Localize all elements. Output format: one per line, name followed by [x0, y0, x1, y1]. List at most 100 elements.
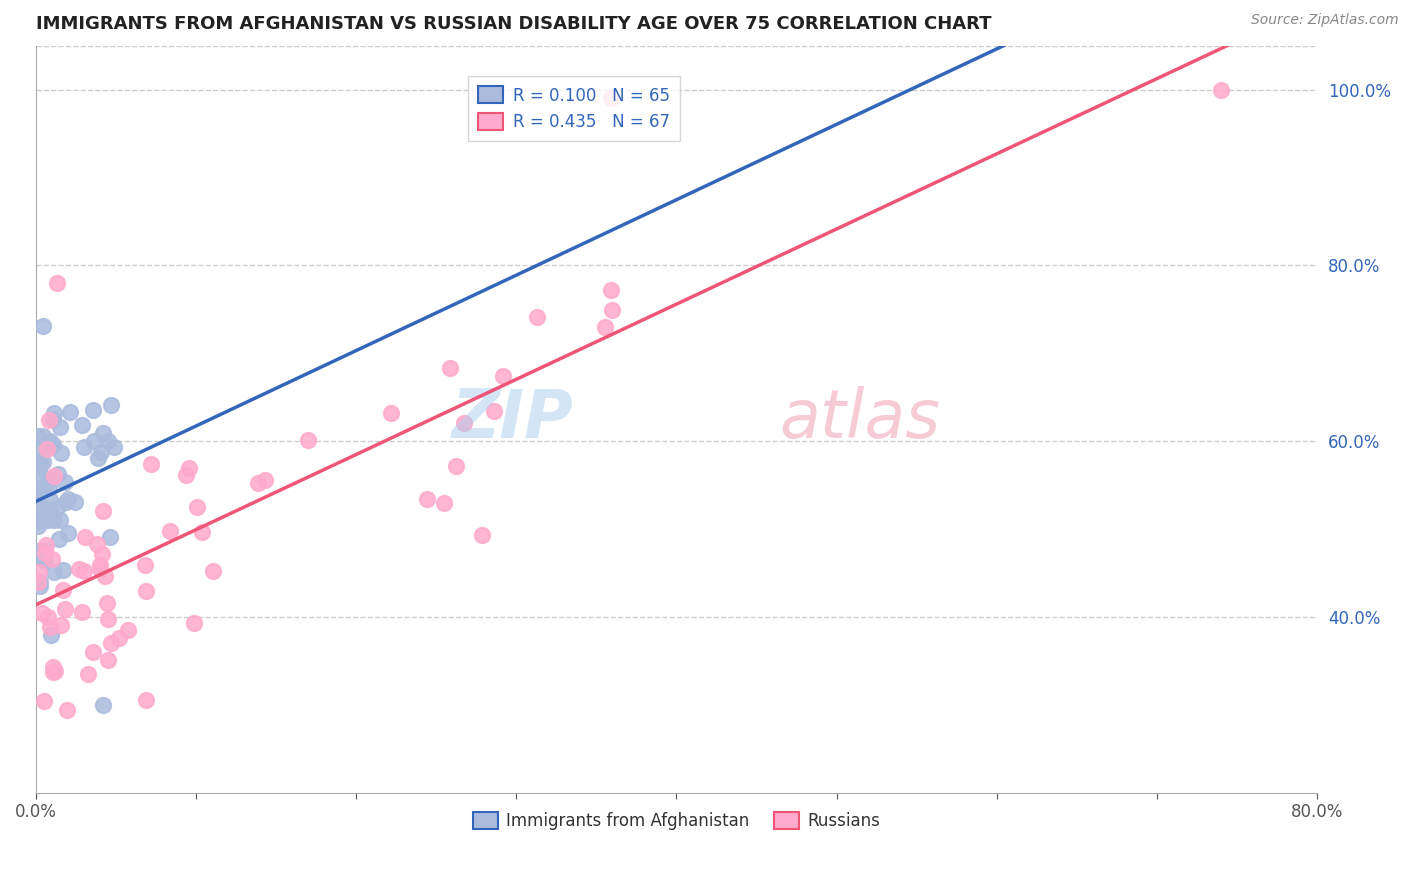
Point	[48, 420, 70, 434]
Point	[55, 475, 77, 490]
Point	[28, 456, 51, 470]
Point	[52, 563, 75, 577]
Point	[39, 628, 62, 642]
Point	[70, 418, 93, 433]
Point	[82, 402, 104, 417]
Point	[34, 545, 56, 559]
Point	[89, 562, 111, 576]
Text: ZIP: ZIP	[453, 386, 574, 452]
Point	[380, 406, 402, 420]
Point	[30, 500, 52, 514]
Point	[59, 404, 82, 418]
Point	[35, 538, 58, 552]
Point	[39, 492, 62, 507]
Point	[52, 583, 75, 598]
Point	[70, 606, 93, 620]
Point	[439, 361, 461, 376]
Point	[73, 564, 96, 578]
Point	[42, 665, 65, 679]
Point	[30, 574, 52, 589]
Point	[91, 504, 114, 518]
Point	[82, 645, 104, 659]
Point	[35, 441, 58, 455]
Point	[44, 664, 66, 678]
Point	[247, 476, 270, 491]
Point	[174, 467, 197, 482]
Point	[526, 310, 548, 324]
Point	[470, 527, 492, 541]
Point	[28, 482, 51, 496]
Point	[32, 429, 55, 443]
Point	[87, 451, 110, 466]
Point	[27, 519, 49, 533]
Point	[83, 434, 105, 448]
Point	[38, 434, 60, 449]
Point	[38, 413, 60, 427]
Point	[593, 319, 616, 334]
Point	[484, 404, 506, 418]
Point	[253, 473, 276, 487]
Point	[32, 470, 55, 484]
Point	[27, 575, 49, 590]
Point	[135, 583, 157, 598]
Point	[38, 481, 60, 495]
Point	[56, 703, 79, 717]
Point	[37, 609, 59, 624]
Text: IMMIGRANTS FROM AFGHANISTAN VS RUSSIAN DISABILITY AGE OVER 75 CORRELATION CHART: IMMIGRANTS FROM AFGHANISTAN VS RUSSIAN D…	[37, 15, 991, 33]
Point	[186, 500, 208, 514]
Point	[100, 398, 122, 412]
Point	[35, 475, 58, 490]
Point	[45, 276, 67, 290]
Point	[73, 440, 96, 454]
Text: Source: ZipAtlas.com: Source: ZipAtlas.com	[1251, 13, 1399, 28]
Point	[56, 525, 79, 540]
Point	[34, 543, 56, 558]
Text: atlas: atlas	[779, 386, 941, 452]
Point	[27, 565, 49, 579]
Point	[32, 694, 55, 708]
Point	[75, 530, 97, 544]
Legend: Immigrants from Afghanistan, Russians: Immigrants from Afghanistan, Russians	[465, 805, 887, 837]
Point	[141, 457, 163, 471]
Point	[96, 596, 118, 610]
Point	[42, 411, 65, 425]
Point	[45, 500, 67, 515]
Point	[55, 495, 77, 509]
Point	[53, 602, 76, 616]
Point	[42, 660, 65, 674]
Point	[103, 440, 125, 454]
Point	[416, 492, 439, 507]
Point	[97, 434, 120, 449]
Point	[297, 433, 319, 447]
Point	[63, 495, 86, 509]
Point	[42, 468, 65, 483]
Point	[201, 564, 224, 578]
Point	[98, 530, 121, 544]
Point	[27, 514, 49, 528]
Point	[31, 511, 53, 525]
Point	[34, 545, 56, 559]
Point	[27, 544, 49, 558]
Point	[28, 483, 51, 498]
Point	[27, 429, 49, 443]
Point	[32, 551, 55, 566]
Point	[37, 513, 59, 527]
Point	[86, 537, 108, 551]
Point	[51, 446, 73, 460]
Point	[31, 607, 53, 621]
Point	[117, 623, 139, 637]
Point	[28, 461, 51, 475]
Point	[600, 91, 623, 105]
Point	[27, 441, 49, 455]
Point	[135, 693, 157, 707]
Point	[433, 496, 456, 510]
Point	[97, 653, 120, 667]
Point	[91, 425, 114, 440]
Point	[134, 558, 156, 572]
Point	[91, 548, 114, 562]
Point	[49, 617, 72, 632]
Point	[37, 442, 59, 457]
Point	[183, 616, 205, 631]
Point	[91, 698, 114, 712]
Point	[90, 444, 112, 458]
